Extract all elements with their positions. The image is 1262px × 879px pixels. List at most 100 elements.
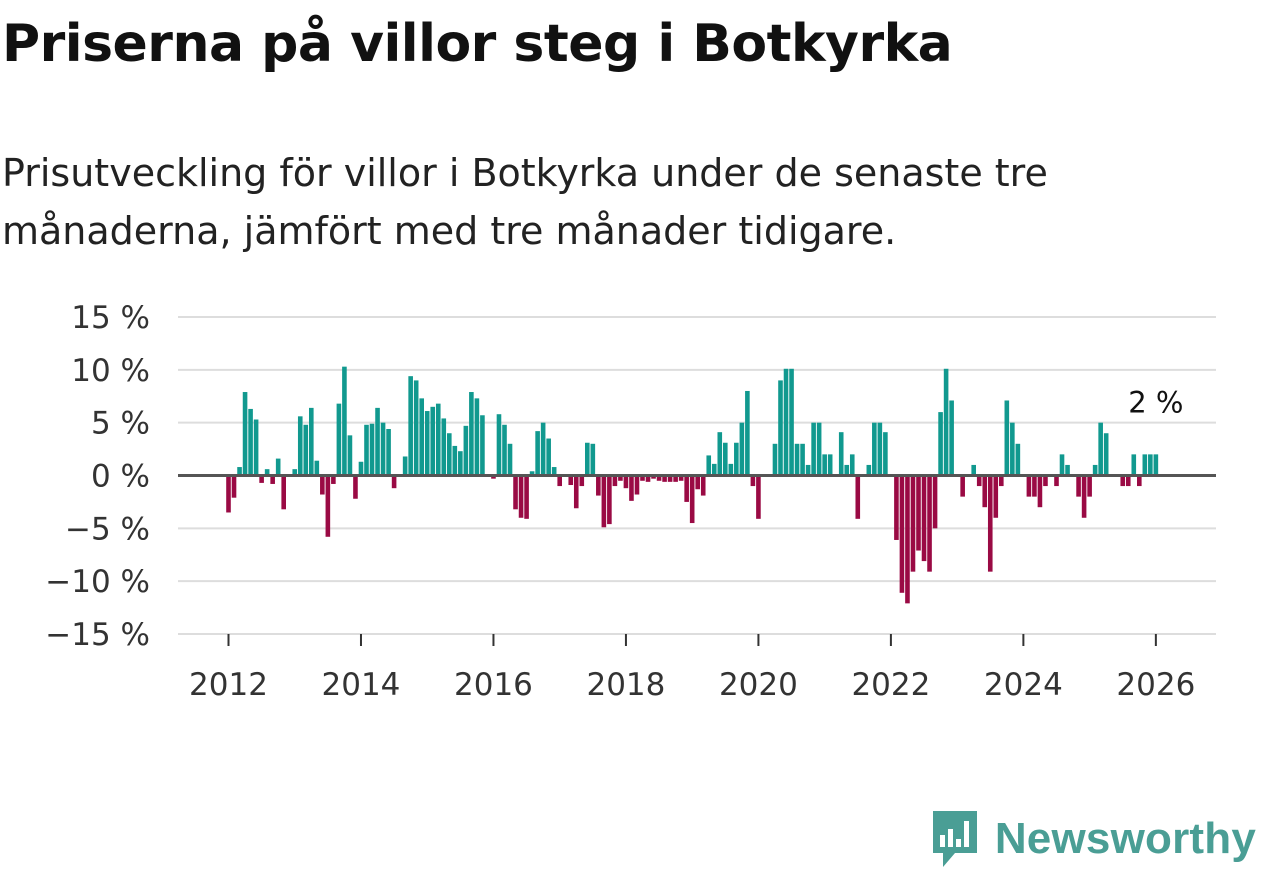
- bar: [380, 422, 386, 476]
- bar: [513, 475, 518, 510]
- y-axis-labels: 15 % 10 % 5 % 0 % −5 % −10 % −15 %: [45, 300, 150, 653]
- bar: [264, 469, 270, 476]
- bar: [706, 455, 712, 476]
- bar: [872, 422, 877, 476]
- bar: [535, 431, 540, 476]
- bar: [430, 406, 436, 476]
- bar: [447, 433, 452, 476]
- bar: [634, 475, 640, 495]
- bar: [248, 408, 253, 476]
- bar: [723, 442, 728, 476]
- bar: [419, 398, 424, 476]
- bar: [783, 368, 789, 476]
- bar: [623, 475, 629, 489]
- bar: [772, 443, 778, 476]
- y-tick-label: −10 %: [45, 564, 150, 600]
- bar-chart-bubble-icon: [932, 811, 977, 867]
- bar: [855, 475, 861, 519]
- bar: [612, 475, 618, 487]
- bar: [469, 392, 474, 476]
- bar: [618, 475, 623, 481]
- x-tick-label: 2014: [322, 667, 401, 703]
- bar: [568, 475, 574, 486]
- bar: [607, 475, 612, 525]
- bar: [1081, 475, 1087, 518]
- bar: [943, 368, 949, 476]
- bar: [883, 432, 888, 476]
- bar: [778, 380, 783, 476]
- bar: [811, 422, 816, 476]
- bar: [822, 454, 827, 476]
- bar: [711, 463, 717, 476]
- bar: [496, 414, 502, 476]
- bar: [667, 475, 673, 482]
- bar: [524, 475, 529, 519]
- bar: [375, 407, 380, 476]
- bar: [336, 403, 342, 476]
- bar: [739, 422, 745, 476]
- bar: [585, 442, 590, 476]
- bar: [916, 475, 921, 551]
- y-tick-label: −15 %: [45, 617, 150, 653]
- bar: [728, 463, 734, 476]
- bar: [1010, 422, 1015, 476]
- bar: [816, 422, 822, 476]
- bar: [242, 392, 248, 476]
- bar: [358, 461, 364, 476]
- bar: [259, 475, 264, 483]
- bar: [673, 475, 678, 482]
- bar: [540, 422, 546, 476]
- bar: [938, 412, 943, 476]
- bar: [794, 443, 800, 476]
- bar: [717, 432, 723, 476]
- last-value-label: 2 %: [1128, 385, 1183, 419]
- bar: [303, 424, 309, 476]
- chart-title: Priserna på villor steg i Botkyrka: [2, 14, 953, 74]
- bar: [601, 475, 607, 528]
- bar: [1103, 433, 1109, 476]
- bar: [253, 419, 259, 476]
- bar: [529, 471, 535, 476]
- bar: [800, 443, 805, 476]
- bar: [1076, 475, 1081, 497]
- bar: [1026, 475, 1032, 497]
- y-tick-label: 15 %: [71, 300, 150, 336]
- x-tick-label: 2022: [851, 667, 930, 703]
- bar: [1120, 475, 1126, 487]
- bar: [386, 429, 391, 476]
- bar: [413, 380, 419, 476]
- bar: [750, 475, 756, 487]
- bar: [309, 407, 314, 476]
- bar: [331, 475, 336, 484]
- bar: [441, 418, 447, 476]
- bar: [491, 475, 496, 479]
- brand-name: Newsworthy: [994, 814, 1256, 863]
- bar: [292, 469, 298, 476]
- bar: [1142, 454, 1148, 476]
- bar: [921, 475, 927, 562]
- bar: [507, 443, 513, 476]
- bar: [1037, 475, 1043, 508]
- bar: [463, 425, 469, 476]
- x-tick-label: 2012: [189, 667, 268, 703]
- bar: [596, 475, 601, 496]
- grid-lines: [178, 316, 1216, 635]
- bar: [281, 475, 286, 510]
- bar: [402, 456, 408, 476]
- bar: [1148, 454, 1153, 476]
- bar: [369, 423, 375, 476]
- bar: [1125, 475, 1131, 487]
- bar: [805, 464, 811, 476]
- bar: [1043, 475, 1048, 487]
- bar: [700, 475, 706, 496]
- bar: [982, 475, 988, 508]
- bar: [579, 475, 585, 487]
- bar: [353, 475, 358, 499]
- bar: [827, 454, 833, 476]
- bar: [910, 475, 916, 572]
- bar: [1092, 464, 1098, 476]
- bar: [502, 424, 507, 476]
- newsworthy-logo: Newsworthy: [929, 809, 1256, 869]
- y-tick-label: −5 %: [65, 511, 150, 547]
- bar: [458, 451, 463, 476]
